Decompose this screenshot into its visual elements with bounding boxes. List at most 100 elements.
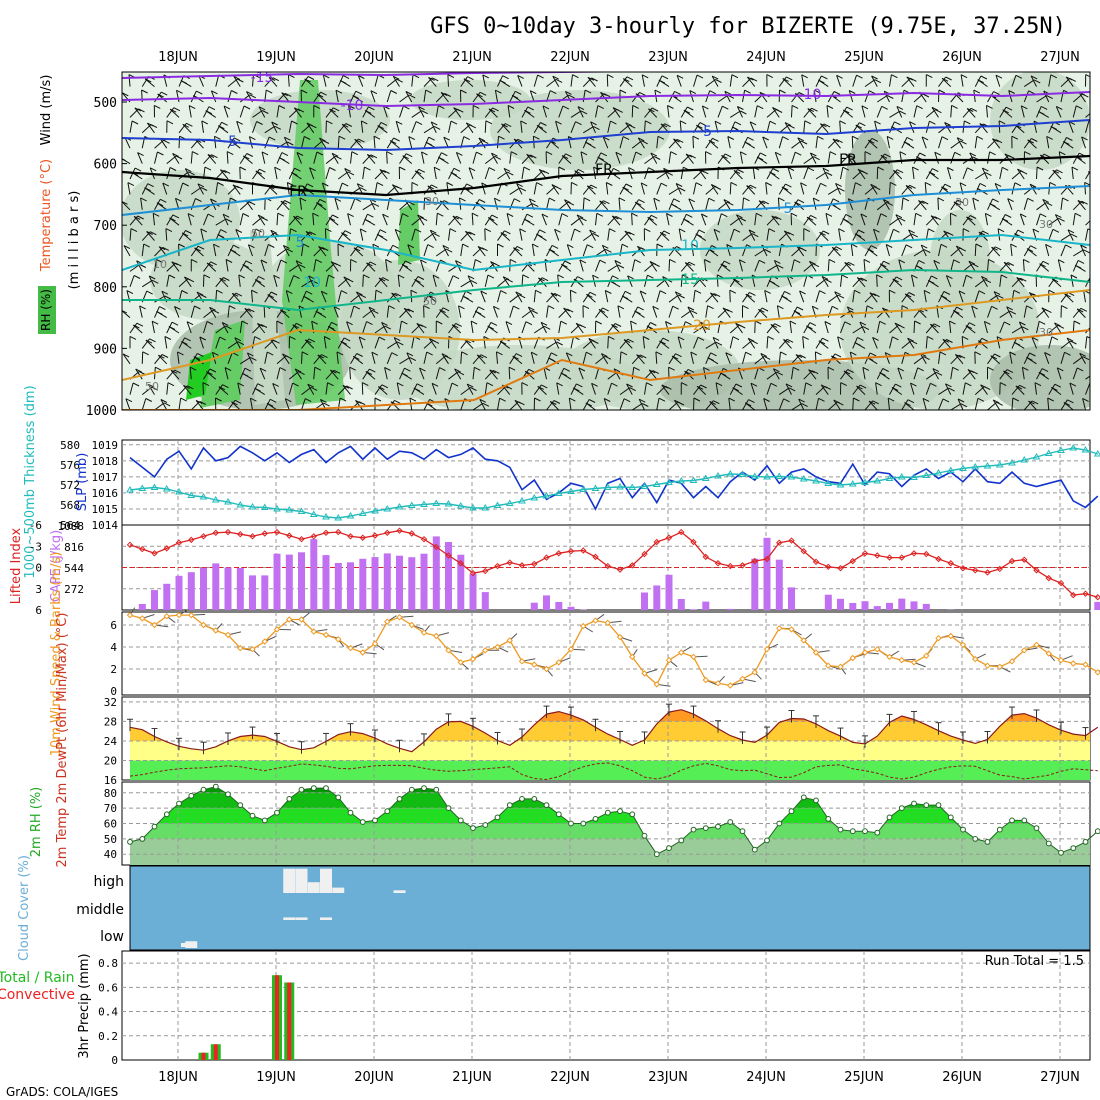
wind-barb <box>873 293 880 298</box>
wind-barb <box>904 293 912 298</box>
wind-barb <box>810 214 817 219</box>
wind-barb <box>438 156 445 161</box>
wind-barb <box>405 260 412 265</box>
wind-barb <box>320 398 327 403</box>
wind-barb <box>781 295 788 300</box>
wind-barb <box>235 229 243 233</box>
isotherm-label: 15 <box>681 272 699 288</box>
wind-barb <box>514 399 522 404</box>
wind-barb <box>1020 277 1027 282</box>
wind-barb <box>467 275 475 280</box>
wind-barb <box>184 276 191 281</box>
wind-barb <box>210 198 217 203</box>
rh-marker <box>543 802 550 808</box>
wind-barb <box>794 151 802 156</box>
wind-barb <box>507 105 515 109</box>
lifted-index-marker <box>837 565 844 572</box>
wind-barb <box>204 166 212 171</box>
wind-barb <box>761 307 769 312</box>
wind-barb <box>899 110 907 115</box>
wind-barb <box>175 197 182 202</box>
wind-barb <box>673 138 682 149</box>
wind-barb <box>1034 382 1037 395</box>
wind-speed-marker <box>923 652 930 660</box>
wind-barb <box>1022 326 1029 331</box>
wind-barb <box>729 289 737 294</box>
wind-barb <box>664 123 671 128</box>
wind-barb <box>678 187 686 192</box>
thickness-marker <box>530 494 539 501</box>
wind-barb <box>848 90 856 94</box>
wind-barb <box>818 79 825 84</box>
wind-barb <box>927 335 934 340</box>
wind-barb <box>742 90 746 103</box>
wind-barb <box>863 258 871 263</box>
wind-barb <box>442 245 449 257</box>
wind-barb <box>652 305 660 310</box>
wind-barb <box>968 322 976 327</box>
wind-barb <box>226 151 229 164</box>
wind-barb <box>619 351 622 364</box>
wind-barb <box>386 90 392 103</box>
wind-barb <box>287 74 290 87</box>
wind-barb <box>938 76 947 87</box>
wind-barb <box>676 75 682 87</box>
wind-barb <box>644 167 649 180</box>
wind-barb <box>819 231 826 236</box>
rh-marker <box>163 811 170 818</box>
wind-barb <box>684 370 691 375</box>
wind-barb <box>394 228 402 233</box>
wind-barb <box>721 155 731 164</box>
wind-barb <box>930 382 937 387</box>
wind-barb <box>414 278 421 283</box>
wind-barb <box>836 139 843 144</box>
rh-marker <box>702 825 709 831</box>
wind-barb <box>432 275 437 287</box>
wind-barb <box>675 183 682 195</box>
wind-barb <box>489 369 498 380</box>
wind-barb <box>750 77 758 82</box>
wind-barb <box>884 352 892 357</box>
wind-speed-marker <box>518 658 526 665</box>
wind-barb <box>892 278 903 288</box>
lifted-index-marker <box>359 534 366 541</box>
wind-barb <box>913 152 921 164</box>
wind-barb <box>166 382 169 395</box>
wind-barb <box>733 170 743 180</box>
wind-barb <box>1034 382 1042 387</box>
wind-barb <box>894 121 901 126</box>
wind-barb <box>685 321 692 326</box>
wind-barb <box>237 341 245 346</box>
wind-barb <box>468 231 476 236</box>
wind-barb <box>1073 320 1081 325</box>
wind-barb <box>393 337 401 342</box>
wind-barb <box>591 383 596 395</box>
wind-barb <box>390 401 400 410</box>
wind-barb <box>600 152 608 157</box>
date-label: 24JUN <box>746 50 786 65</box>
wind-barb <box>231 292 241 303</box>
wind-barb <box>315 310 323 315</box>
wind-barb <box>139 264 147 268</box>
wind-barb <box>399 357 411 365</box>
wind-barb <box>209 306 216 311</box>
wind-barb <box>458 305 462 318</box>
wind-barb <box>264 351 268 364</box>
wind-barb <box>987 198 994 211</box>
wind-barb <box>703 366 710 371</box>
wind-barb <box>709 400 716 405</box>
wind-barb <box>217 182 224 186</box>
wind-barb <box>660 182 668 187</box>
wind-barb <box>700 384 707 389</box>
wind-barb <box>487 274 495 279</box>
wind-barb <box>833 399 841 404</box>
wind-barb <box>824 321 829 334</box>
wind-barb <box>646 382 653 387</box>
wind-barb <box>286 290 293 295</box>
wind-barb <box>615 152 621 164</box>
wind-barb <box>756 105 764 110</box>
wind-barb <box>448 275 454 287</box>
wind-barb <box>852 277 862 288</box>
wind-barb <box>374 325 386 334</box>
wind-speed-marker <box>604 619 611 627</box>
